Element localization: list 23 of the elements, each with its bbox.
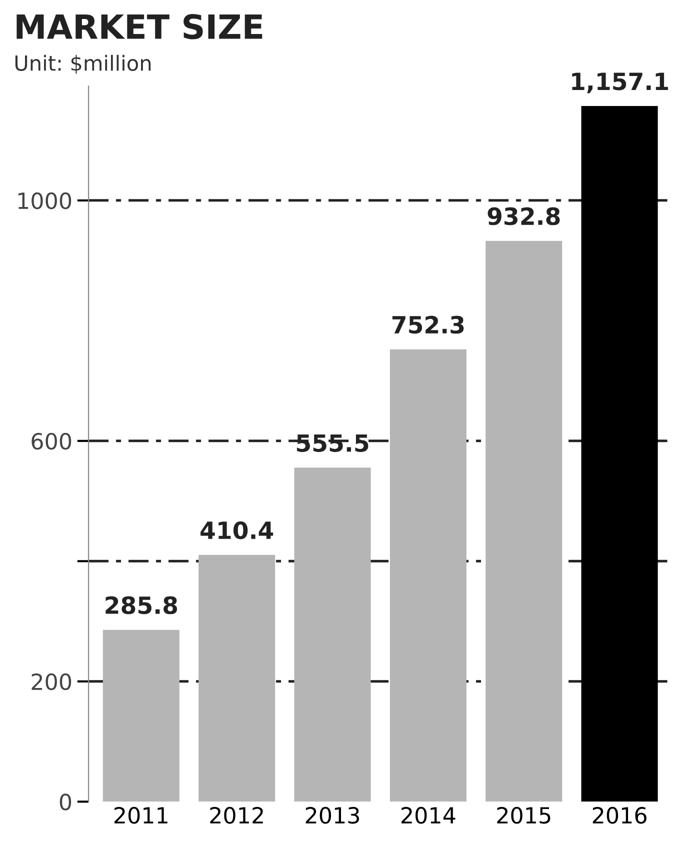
chart-subtitle: Unit: $million [15, 54, 151, 74]
bar [486, 240, 562, 802]
data-label: 285.8 [106, 596, 178, 614]
data-label: 410.4 [200, 521, 274, 540]
x-tick-label: 2013 [306, 806, 360, 824]
y-tick-label: 600 [32, 432, 72, 450]
chart-title: MARKET SIZE [16, 14, 262, 40]
y-tick-label: 1000 [18, 192, 72, 210]
x-tick-label: 2016 [592, 806, 646, 824]
x-tick-label: 2011 [114, 806, 168, 824]
bar [390, 349, 466, 802]
bar [102, 630, 180, 802]
bar [581, 106, 658, 802]
y-tick-label: 0 [60, 794, 72, 810]
data-label: 1,157.1 [572, 72, 668, 94]
x-tick-label: 2014 [402, 806, 456, 824]
x-tick-label: 2012 [210, 806, 263, 824]
data-label: 932.8 [488, 207, 560, 226]
y-tick-label: 200 [32, 673, 72, 690]
data-label: 752.3 [392, 316, 464, 334]
bar [198, 554, 276, 802]
x-tick-label: 2015 [497, 806, 550, 824]
bar [294, 468, 371, 802]
